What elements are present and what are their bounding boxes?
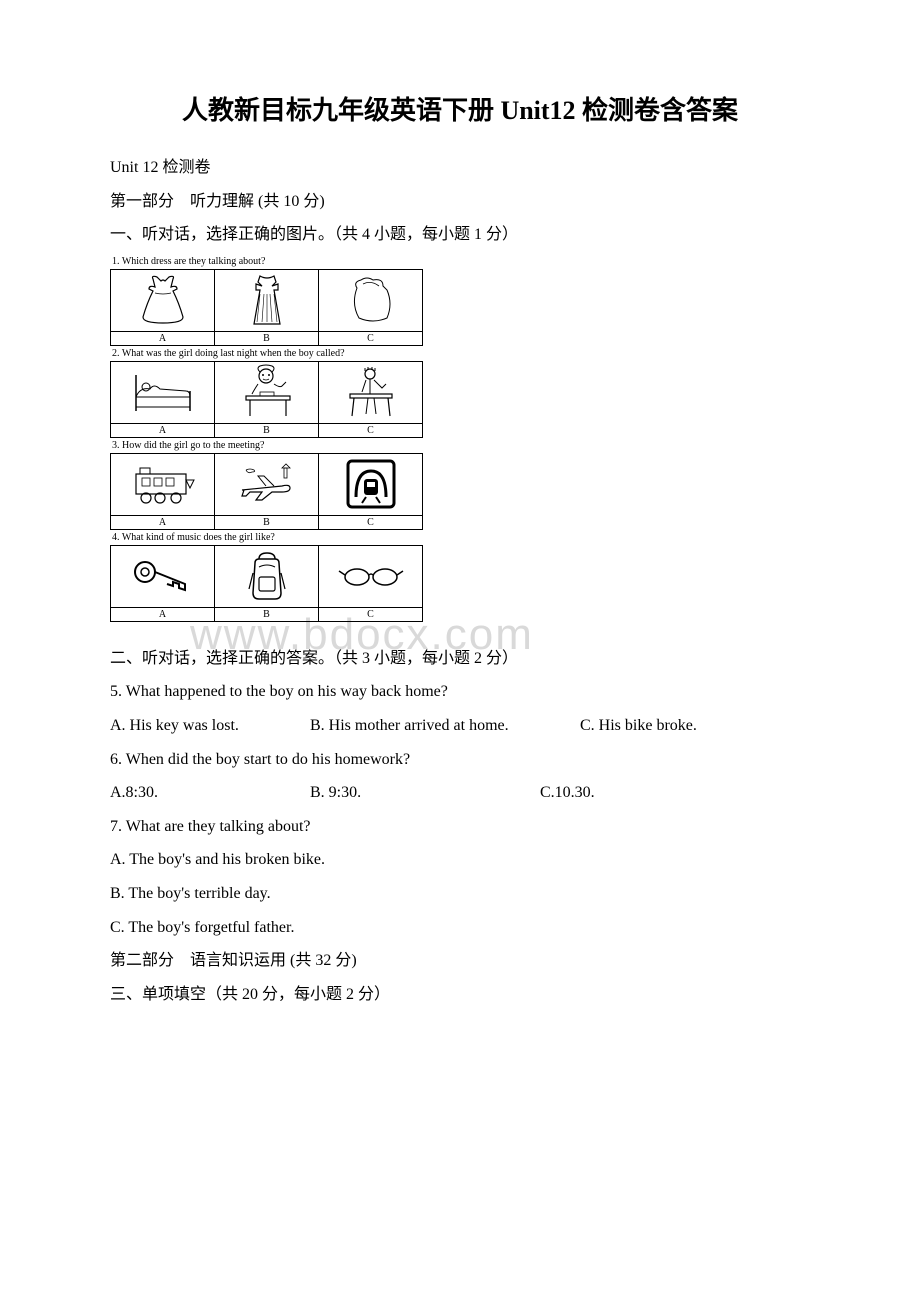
sleeping-icon	[128, 367, 198, 417]
q2-label: 2. What was the girl doing last night wh…	[112, 348, 810, 359]
page-content: 人教新目标九年级英语下册 Unit12 检测卷含答案 Unit 12 检测卷 第…	[110, 90, 810, 1011]
q4-img-b	[215, 545, 319, 607]
q1-label-b: B	[215, 331, 319, 345]
q6-opt-c: C.10.30.	[540, 776, 595, 810]
q4-img-a	[111, 545, 215, 607]
q4-label-b: B	[215, 607, 319, 621]
q1-img-b	[215, 269, 319, 331]
q1-label: 1. Which dress are they talking about?	[112, 256, 810, 267]
glasses-icon	[337, 561, 405, 591]
q1-img-c	[319, 269, 423, 331]
q3-img-a	[111, 453, 215, 515]
q4-img-c	[319, 545, 423, 607]
q1-img-a	[111, 269, 215, 331]
section3-header: 三、单项填空（共 20 分，每小题 2 分）	[110, 978, 810, 1012]
q4-label-a: A	[111, 607, 215, 621]
backpack-icon	[245, 549, 289, 603]
q3-img-c	[319, 453, 423, 515]
q2-img-b	[215, 361, 319, 423]
q2-img-c	[319, 361, 423, 423]
q3-label-a: A	[111, 515, 215, 529]
q2-table: A B C	[110, 361, 423, 438]
q7-text: 7. What are they talking about?	[110, 810, 810, 844]
part2-header: 第二部分 语言知识运用 (共 32 分)	[110, 944, 810, 978]
q2-label-c: C	[319, 423, 423, 437]
plane-icon	[232, 462, 302, 506]
dress-short-icon	[133, 273, 193, 327]
q5-options: A. His key was lost. B. His mother arriv…	[110, 709, 810, 743]
key-icon	[131, 556, 195, 596]
q6-opt-a: A.8:30.	[110, 776, 310, 810]
document-title: 人教新目标九年级英语下册 Unit12 检测卷含答案	[110, 90, 810, 127]
q3-img-b	[215, 453, 319, 515]
q1-label-a: A	[111, 331, 215, 345]
q6-text: 6. When did the boy start to do his home…	[110, 743, 810, 777]
q6-opt-b: B. 9:30.	[310, 776, 540, 810]
q5-text: 5. What happened to the boy on his way b…	[110, 675, 810, 709]
q2-label-b: B	[215, 423, 319, 437]
boy-desk-icon	[342, 364, 400, 420]
q7-opt-a: A. The boy's and his broken bike.	[110, 843, 810, 877]
q2-img-a	[111, 361, 215, 423]
q5-opt-c: C. His bike broke.	[580, 709, 697, 743]
q7-opt-b: B. The boy's terrible day.	[110, 877, 810, 911]
girl-desk-icon	[236, 364, 298, 420]
q5-opt-a: A. His key was lost.	[110, 709, 310, 743]
q7-opt-c: C. The boy's forgetful father.	[110, 911, 810, 945]
subtitle: Unit 12 检测卷	[110, 151, 810, 185]
q3-label-b: B	[215, 515, 319, 529]
section2-header: 二、听对话，选择正确的答案。（共 3 小题，每小题 2 分）	[110, 642, 810, 676]
train-icon	[128, 462, 198, 506]
dress-long-icon	[242, 272, 292, 328]
q4-table: A B C	[110, 545, 423, 622]
q3-table: A B C	[110, 453, 423, 530]
q5-opt-b: B. His mother arrived at home.	[310, 709, 580, 743]
q4-label: 4. What kind of music does the girl like…	[112, 532, 810, 543]
bag-icon	[343, 274, 399, 326]
q6-options: A.8:30. B. 9:30. C.10.30.	[110, 776, 810, 810]
q2-label-a: A	[111, 423, 215, 437]
section1-header: 一、听对话，选择正确的图片。（共 4 小题，每小题 1 分）	[110, 218, 810, 252]
subway-icon	[344, 457, 398, 511]
q1-label-c: C	[319, 331, 423, 345]
q3-label-c: C	[319, 515, 423, 529]
q4-label-c: C	[319, 607, 423, 621]
q3-label: 3. How did the girl go to the meeting?	[112, 440, 810, 451]
q1-table: A B C	[110, 269, 423, 346]
part1-header: 第一部分 听力理解 (共 10 分)	[110, 185, 810, 219]
listening-images-block: 1. Which dress are they talking about?	[110, 256, 810, 622]
